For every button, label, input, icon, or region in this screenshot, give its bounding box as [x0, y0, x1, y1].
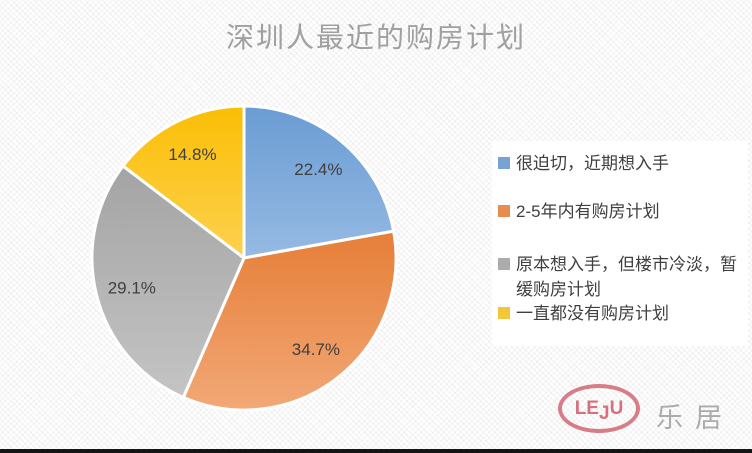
legend-label: 一直都没有购房计划: [516, 304, 669, 323]
legend-swatch-blue: [498, 157, 510, 169]
leju-logo: LEJU 乐居: [556, 382, 752, 450]
bottom-border-bar: [0, 449, 752, 453]
pie-slice-3: [121, 104, 246, 260]
legend-swatch-gray: [498, 258, 510, 270]
leju-logo-latin: LEJU: [574, 397, 624, 424]
legend-label: 原本想入手，但楼市冷淡，暂缓购房计划: [516, 255, 737, 299]
legend-swatch-yellow: [498, 307, 510, 319]
pie-slice-0: [242, 104, 396, 260]
pie-data-label: 22.4%: [294, 160, 342, 179]
legend-label: 很迫切，近期想入手: [516, 154, 669, 173]
legend-item-2-5-years: 2-5年内有购房计划: [498, 199, 738, 224]
pie-data-label: 29.1%: [108, 278, 156, 297]
pie-slice-2: [90, 164, 246, 399]
leju-logo-cjk: 乐居: [656, 403, 734, 433]
chart-title: 深圳人最近的购房计划: [225, 22, 526, 53]
leju-logo-oval: LEJU: [558, 384, 640, 433]
pie-data-label: 14.8%: [168, 145, 216, 164]
legend-swatch-orange: [498, 205, 510, 217]
legend-label: 2-5年内有购房计划: [516, 202, 660, 221]
legend-item-urgent: 很迫切，近期想入手: [498, 151, 738, 176]
chart-legend: 很迫切，近期想入手 2-5年内有购房计划 原本想入手，但楼市冷淡，暂缓购房计划 …: [492, 141, 748, 346]
pie-data-label: 34.7%: [292, 340, 340, 359]
legend-item-postponed: 原本想入手，但楼市冷淡，暂缓购房计划: [498, 252, 738, 302]
legend-item-no-plan: 一直都没有购房计划: [498, 301, 738, 326]
